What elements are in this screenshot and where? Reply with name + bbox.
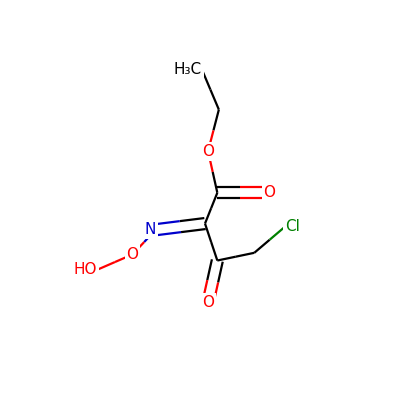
Text: O: O xyxy=(127,247,139,262)
Text: H₃C: H₃C xyxy=(174,62,202,77)
Text: O: O xyxy=(264,185,276,200)
Text: O: O xyxy=(202,144,214,159)
Text: O: O xyxy=(202,294,214,310)
Text: Cl: Cl xyxy=(285,219,300,234)
Text: HO: HO xyxy=(74,262,97,277)
Text: N: N xyxy=(144,222,156,237)
